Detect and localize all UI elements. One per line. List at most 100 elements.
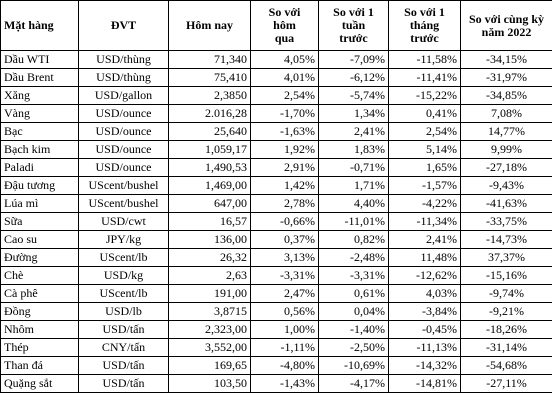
table-cell: 191,00: [168, 284, 251, 303]
table-cell: 4,05%: [250, 50, 319, 69]
table-cell: 2,3850: [168, 86, 251, 105]
table-cell: -9,21%: [460, 302, 552, 321]
table-cell: -3,84%: [388, 302, 461, 321]
table-cell: 1,00%: [250, 320, 319, 339]
table-cell: -31,14%: [460, 338, 552, 357]
table-cell: 1,059,17: [168, 140, 251, 159]
table-row: Bạc USD/ounce 25,640 -1,63% 2,41% 2,54% 14,77%: [0, 122, 552, 141]
table-cell: UScent/bushel: [78, 176, 169, 195]
table-cell: Dầu Brent: [0, 68, 79, 87]
table-cell: -4,80%: [250, 356, 319, 375]
table-cell: USD/tấn: [78, 356, 169, 375]
table-row: Xăng USD/gallon 2,3850 2,54% -5,74% -15,22% -3…: [0, 86, 552, 105]
column-header: So với 1 tuần trước: [318, 0, 389, 51]
table-row: Sữa USD/cwt 16,57 -0,66% -11,01% -11,34% -33,7…: [0, 212, 552, 231]
table-cell: 4,40%: [318, 194, 389, 213]
table-cell: -11,34%: [388, 212, 461, 231]
table-cell: UScent/lb: [78, 284, 169, 303]
table-cell: 14,77%: [460, 122, 552, 141]
table-cell: Cà phê: [0, 284, 79, 303]
table-row: Vàng USD/ounce 2.016,28 -1,70% 1,34% 0,41% 7,0…: [0, 104, 552, 123]
column-header: So với hôm qua: [250, 0, 319, 51]
table-cell: -10,69%: [318, 356, 389, 375]
table-cell: 3,13%: [250, 248, 319, 267]
table-row: Chè USD/kg 2,63 -3,31% -3,31% -12,62% -15,16%: [0, 266, 552, 285]
table-cell: UScent/lb: [78, 248, 169, 267]
table-cell: 7,08%: [460, 104, 552, 123]
table-cell: 11,48%: [388, 248, 461, 267]
table-row: Nhôm USD/tấn 2,323,00 1,00% -1,40% -0,45% -18,…: [0, 320, 552, 339]
table-cell: Quặng sắt: [0, 374, 79, 393]
table-cell: -1,11%: [250, 338, 319, 357]
column-header: Hôm nay: [168, 0, 251, 51]
table-cell: -0,66%: [250, 212, 319, 231]
table-row: Dầu WTI USD/thùng 71,340 4,05% -7,09% -11,58%…: [0, 50, 552, 69]
table-cell: Paladi: [0, 158, 79, 177]
table-cell: 1,490,53: [168, 158, 251, 177]
table-cell: Chè: [0, 266, 79, 285]
column-header: Mặt hàng: [0, 0, 79, 51]
table-row: Quặng sắt USD/tấn 103,50 -1,43% -4,17% -14,81…: [0, 374, 552, 393]
table-cell: USD/kg: [78, 266, 169, 285]
table-cell: 4,01%: [250, 68, 319, 87]
table-cell: -12,62%: [388, 266, 461, 285]
table-cell: 4,03%: [388, 284, 461, 303]
table-cell: -3,31%: [250, 266, 319, 285]
table-cell: 0,41%: [388, 104, 461, 123]
table-cell: -15,16%: [460, 266, 552, 285]
table-row: Than đá USD/tấn 169,65 -4,80% -10,69% -14,32%…: [0, 356, 552, 375]
table-cell: -33,75%: [460, 212, 552, 231]
table-cell: 37,37%: [460, 248, 552, 267]
table-cell: -7,09%: [318, 50, 389, 69]
table-cell: -15,22%: [388, 86, 461, 105]
table-cell: 1,92%: [250, 140, 319, 159]
table-cell: Nhôm: [0, 320, 79, 339]
table-cell: 1,83%: [318, 140, 389, 159]
table-cell: 0,37%: [250, 230, 319, 249]
column-header: ĐVT: [78, 0, 169, 51]
table-body: Dầu WTI USD/thùng 71,340 4,05% -7,09% -11,58%…: [0, 50, 552, 393]
table-cell: 2,78%: [250, 194, 319, 213]
table-cell: Cao su: [0, 230, 79, 249]
table-cell: -9,43%: [460, 176, 552, 195]
table-row: Đồng USD/lb 3,8715 0,56% 0,04% -3,84% -9,21%: [0, 302, 552, 321]
table-cell: -27,18%: [460, 158, 552, 177]
table-row: Thép CNY/tấn 3,552,00 -1,11% -2,50% -11,13% -3…: [0, 338, 552, 357]
table-cell: Đậu tương: [0, 176, 79, 195]
table-cell: Bạc: [0, 122, 79, 141]
table-cell: 2,323,00: [168, 320, 251, 339]
table-cell: 2,47%: [250, 284, 319, 303]
table-row: Cao su JPY/kg 136,00 0,37% 0,82% 2,41% -14,73%: [0, 230, 552, 249]
table-cell: 26,32: [168, 248, 251, 267]
table-cell: 0,61%: [318, 284, 389, 303]
table-cell: 3,8715: [168, 302, 251, 321]
table-cell: 75,410: [168, 68, 251, 87]
table-cell: USD/lb: [78, 302, 169, 321]
table-cell: -1,43%: [250, 374, 319, 393]
table-cell: JPY/kg: [78, 230, 169, 249]
table-row: Bạch kim USD/ounce 1,059,17 1,92% 1,83% 5,14%…: [0, 140, 552, 159]
table-cell: -18,26%: [460, 320, 552, 339]
table-cell: -1,57%: [388, 176, 461, 195]
table-cell: 169,65: [168, 356, 251, 375]
table-cell: -27,11%: [460, 374, 552, 393]
table-cell: -11,01%: [318, 212, 389, 231]
table-cell: -41,63%: [460, 194, 552, 213]
table-cell: 1,71%: [318, 176, 389, 195]
table-cell: 5,14%: [388, 140, 461, 159]
table-cell: 16,57: [168, 212, 251, 231]
table-cell: -1,70%: [250, 104, 319, 123]
table-cell: Vàng: [0, 104, 79, 123]
table-cell: UScent/bushel: [78, 194, 169, 213]
table-cell: Đồng: [0, 302, 79, 321]
table-cell: USD/ounce: [78, 140, 169, 159]
column-header: So với 1 tháng trước: [388, 0, 461, 51]
table-cell: -11,58%: [388, 50, 461, 69]
table-cell: Than đá: [0, 356, 79, 375]
table-cell: 103,50: [168, 374, 251, 393]
table-cell: 2,91%: [250, 158, 319, 177]
table-cell: USD/ounce: [78, 104, 169, 123]
table-cell: -14,81%: [388, 374, 461, 393]
